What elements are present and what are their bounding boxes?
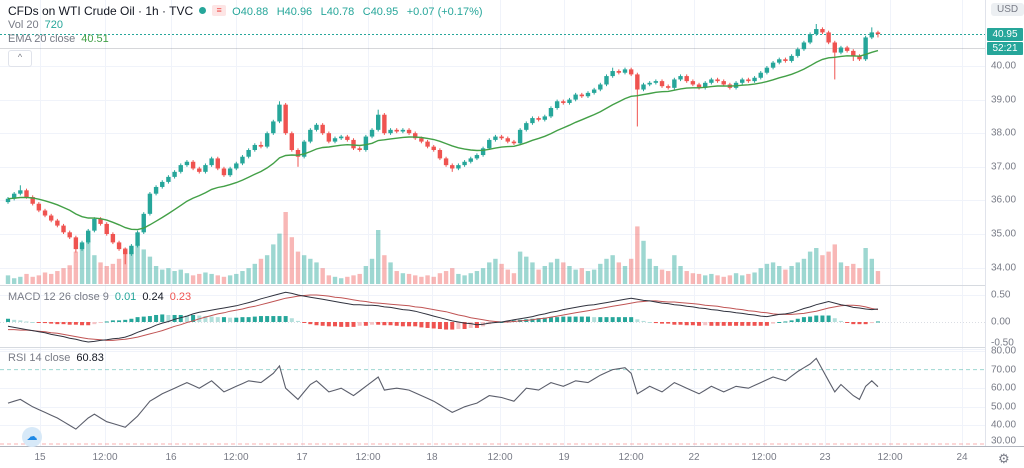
price-tick-label: 36.00: [991, 194, 1017, 206]
macd-legend: MACD 12 26 close 9 0.01 0.24 0.23: [8, 290, 191, 304]
cloud-sync-icon[interactable]: ☁: [22, 427, 42, 447]
rsi-bands-layer: [0, 369, 985, 445]
rsi-indicator-value: 60.83: [76, 352, 104, 364]
volume-indicator-label[interactable]: Vol 20: [8, 19, 39, 31]
time-scale[interactable]: ⚙ 15 12:00 16 12:00 17 12:00 18 12:00 19 12:00 22 1…: [0, 446, 1024, 468]
time-tick-label: 12:00: [877, 452, 903, 463]
price-tick-label: 34.00: [991, 262, 1017, 274]
time-tick-label: 18: [426, 452, 438, 463]
rsi-layer: [7, 357, 879, 430]
series-menu-icon[interactable]: ≡: [212, 5, 227, 16]
time-tick-label: 12:00: [487, 452, 513, 463]
rsi-indicator-label[interactable]: RSI 14 close: [8, 352, 71, 364]
bar-countdown-badge: 52:21: [987, 42, 1023, 55]
ohlc-readout: O40.88 H40.96 L40.78 C40.95 +0.07 (+0.17…: [232, 2, 486, 20]
gear-icon[interactable]: ⚙: [998, 451, 1010, 466]
time-tick-label: 16: [165, 452, 177, 463]
macd-tick-label: 0.50: [991, 289, 1011, 301]
rsi-tick-label: 80.00: [991, 345, 1017, 357]
time-tick-label: 19: [558, 452, 570, 463]
rsi-tick-label: 70.00: [991, 364, 1017, 376]
volume-layer: [5, 212, 881, 284]
main-legend: CFDs on WTI Crude Oil · 1h · TVC ≡ O40.8…: [8, 3, 487, 67]
time-tick-label: 17: [296, 452, 308, 463]
last-price-badge: 40.95: [987, 28, 1023, 41]
macd-signal-value: 0.23: [169, 291, 192, 303]
time-tick-label: 23: [819, 452, 831, 463]
rsi-tick-label: 40.00: [991, 419, 1017, 431]
price-tick-label: 38.00: [991, 127, 1017, 139]
price-tick-label: 35.00: [991, 228, 1017, 240]
symbol-title[interactable]: CFDs on WTI Crude Oil · 1h · TVC: [8, 3, 194, 18]
rsi-tick-label: 50.00: [991, 401, 1017, 413]
ohlc-low: L40.78: [320, 5, 355, 18]
pane-separators: [0, 285, 1024, 348]
ema-indicator-value: 40.51: [81, 33, 109, 45]
time-tick-label: 12:00: [751, 452, 777, 463]
macd-tick-label: 0.00: [991, 316, 1011, 328]
time-tick-label: 15: [34, 452, 46, 463]
time-tick-label: 12:00: [618, 452, 644, 463]
macd-indicator-label[interactable]: MACD 12 26 close 9: [8, 291, 109, 303]
price-tick-label: 37.00: [991, 161, 1017, 173]
rsi-legend: RSI 14 close 60.83: [8, 351, 104, 365]
series-dot-icon[interactable]: [199, 7, 207, 14]
price-scale[interactable]: USD 40.95 52:21 40.00 39.00 38.00 37.00 36.0…: [985, 0, 1024, 447]
time-tick-label: 22: [688, 452, 700, 463]
macd-hist-value: 0.01: [114, 291, 137, 303]
time-tick-label: 12:00: [92, 452, 118, 463]
time-tick-label: 24: [956, 452, 968, 463]
ohlc-change: +0.07 (+0.17%): [406, 5, 483, 18]
price-lines-layer: [0, 34, 985, 49]
macd-line-value: 0.24: [142, 291, 164, 303]
price-tick-label: 40.00: [991, 60, 1017, 72]
macd-lines-layer: [7, 291, 879, 343]
currency-label[interactable]: USD: [991, 3, 1024, 16]
candles-layer: [5, 24, 881, 265]
time-tick-label: 12:00: [355, 452, 381, 463]
time-tick-label: 12:00: [223, 452, 249, 463]
ohlc-high: H40.96: [276, 5, 313, 18]
ohlc-open: O40.88: [232, 5, 269, 18]
ema-indicator-label[interactable]: EMA 20 close: [8, 33, 76, 45]
price-tick-label: 39.00: [991, 94, 1017, 106]
ema-layer: [7, 49, 879, 231]
volume-indicator-value: 720: [44, 19, 63, 31]
macd-tick-label: -0.50: [991, 337, 1014, 349]
rsi-tick-label: 30.00: [991, 435, 1017, 447]
rsi-tick-label: 60.00: [991, 382, 1017, 394]
ohlc-close: C40.95: [362, 5, 399, 18]
macd-hist-layer: [6, 314, 880, 330]
collapse-legend-button[interactable]: ^: [8, 50, 32, 67]
